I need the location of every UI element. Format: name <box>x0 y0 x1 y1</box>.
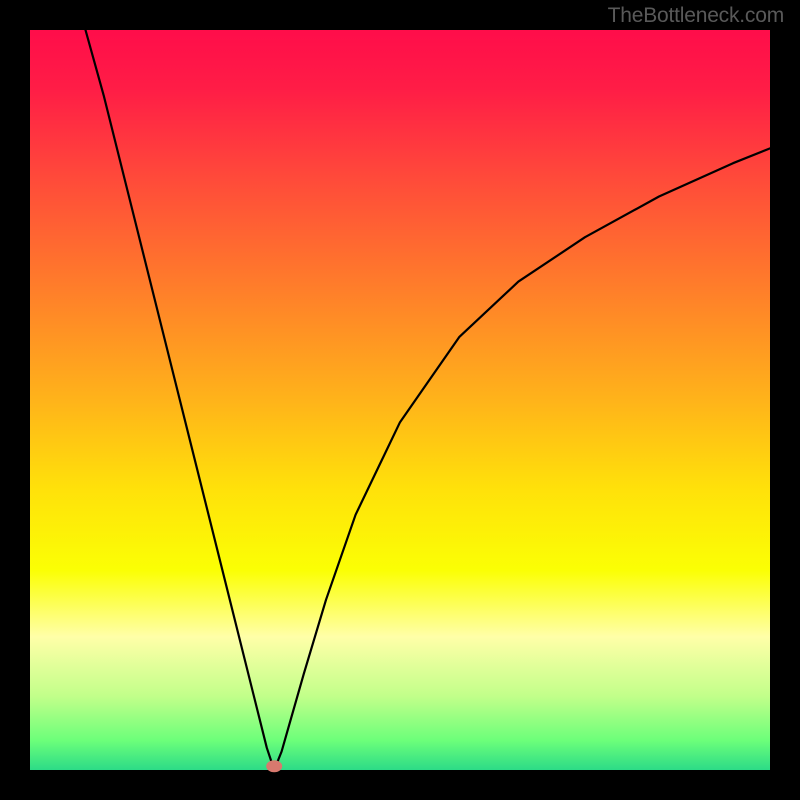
minimum-marker <box>266 760 282 772</box>
watermark-text: TheBottleneck.com <box>608 4 784 28</box>
chart-canvas: TheBottleneck.com <box>0 0 800 800</box>
chart-background <box>30 30 770 770</box>
bottleneck-curve-chart <box>0 0 800 800</box>
